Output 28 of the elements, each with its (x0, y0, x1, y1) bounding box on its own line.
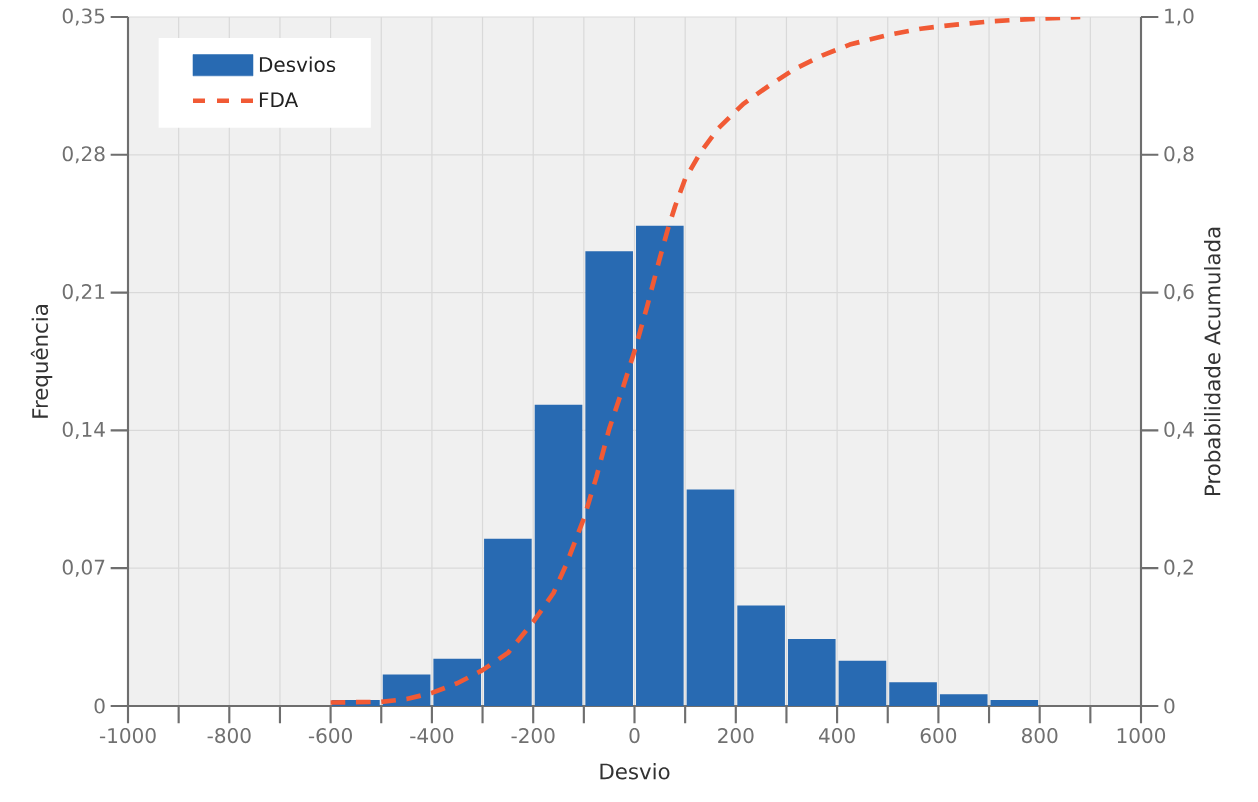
y2-tick-label: 0 (1164, 698, 1175, 714)
x-axis-title: Desvio (600, 762, 670, 780)
y-tick-label: 0,35 (62, 8, 105, 26)
legend-label: Desvios (259, 56, 336, 73)
y-tick-label: 0,28 (62, 146, 105, 164)
x-tick-label: -200 (511, 728, 555, 744)
y2-tick-label: 1,0 (1165, 8, 1194, 26)
y-axis-title: Frequência (30, 305, 53, 418)
x-tick-label: -600 (308, 728, 352, 744)
y-tick-label: 0,14 (62, 421, 105, 439)
x-tick-label: 600 (920, 728, 957, 744)
y-tick-label: 0,07 (62, 559, 105, 577)
y2-tick-label: 0,4 (1164, 421, 1194, 439)
x-tick-label: 1000 (1117, 728, 1166, 744)
y2-axis-title: Probabilidade Acumulada (1204, 227, 1221, 496)
y2-tick-label: 0,2 (1164, 559, 1193, 577)
y-tick-label: 0,21 (62, 284, 105, 302)
x-tick-label: 800 (1021, 728, 1058, 744)
y2-tick-label: 0,6 (1164, 284, 1194, 302)
x-tick-label: 200 (718, 728, 754, 744)
legend-label: FDA (259, 92, 299, 108)
x-tick-label: -1000 (99, 728, 156, 744)
x-tick-label: -800 (207, 728, 251, 744)
x-tick-label: -400 (410, 728, 454, 744)
y2-tick-label: 0,8 (1164, 146, 1194, 164)
x-tick-label: 400 (819, 728, 855, 744)
y-tick-label: 0 (94, 698, 105, 714)
x-tick-label: 0 (629, 728, 640, 744)
